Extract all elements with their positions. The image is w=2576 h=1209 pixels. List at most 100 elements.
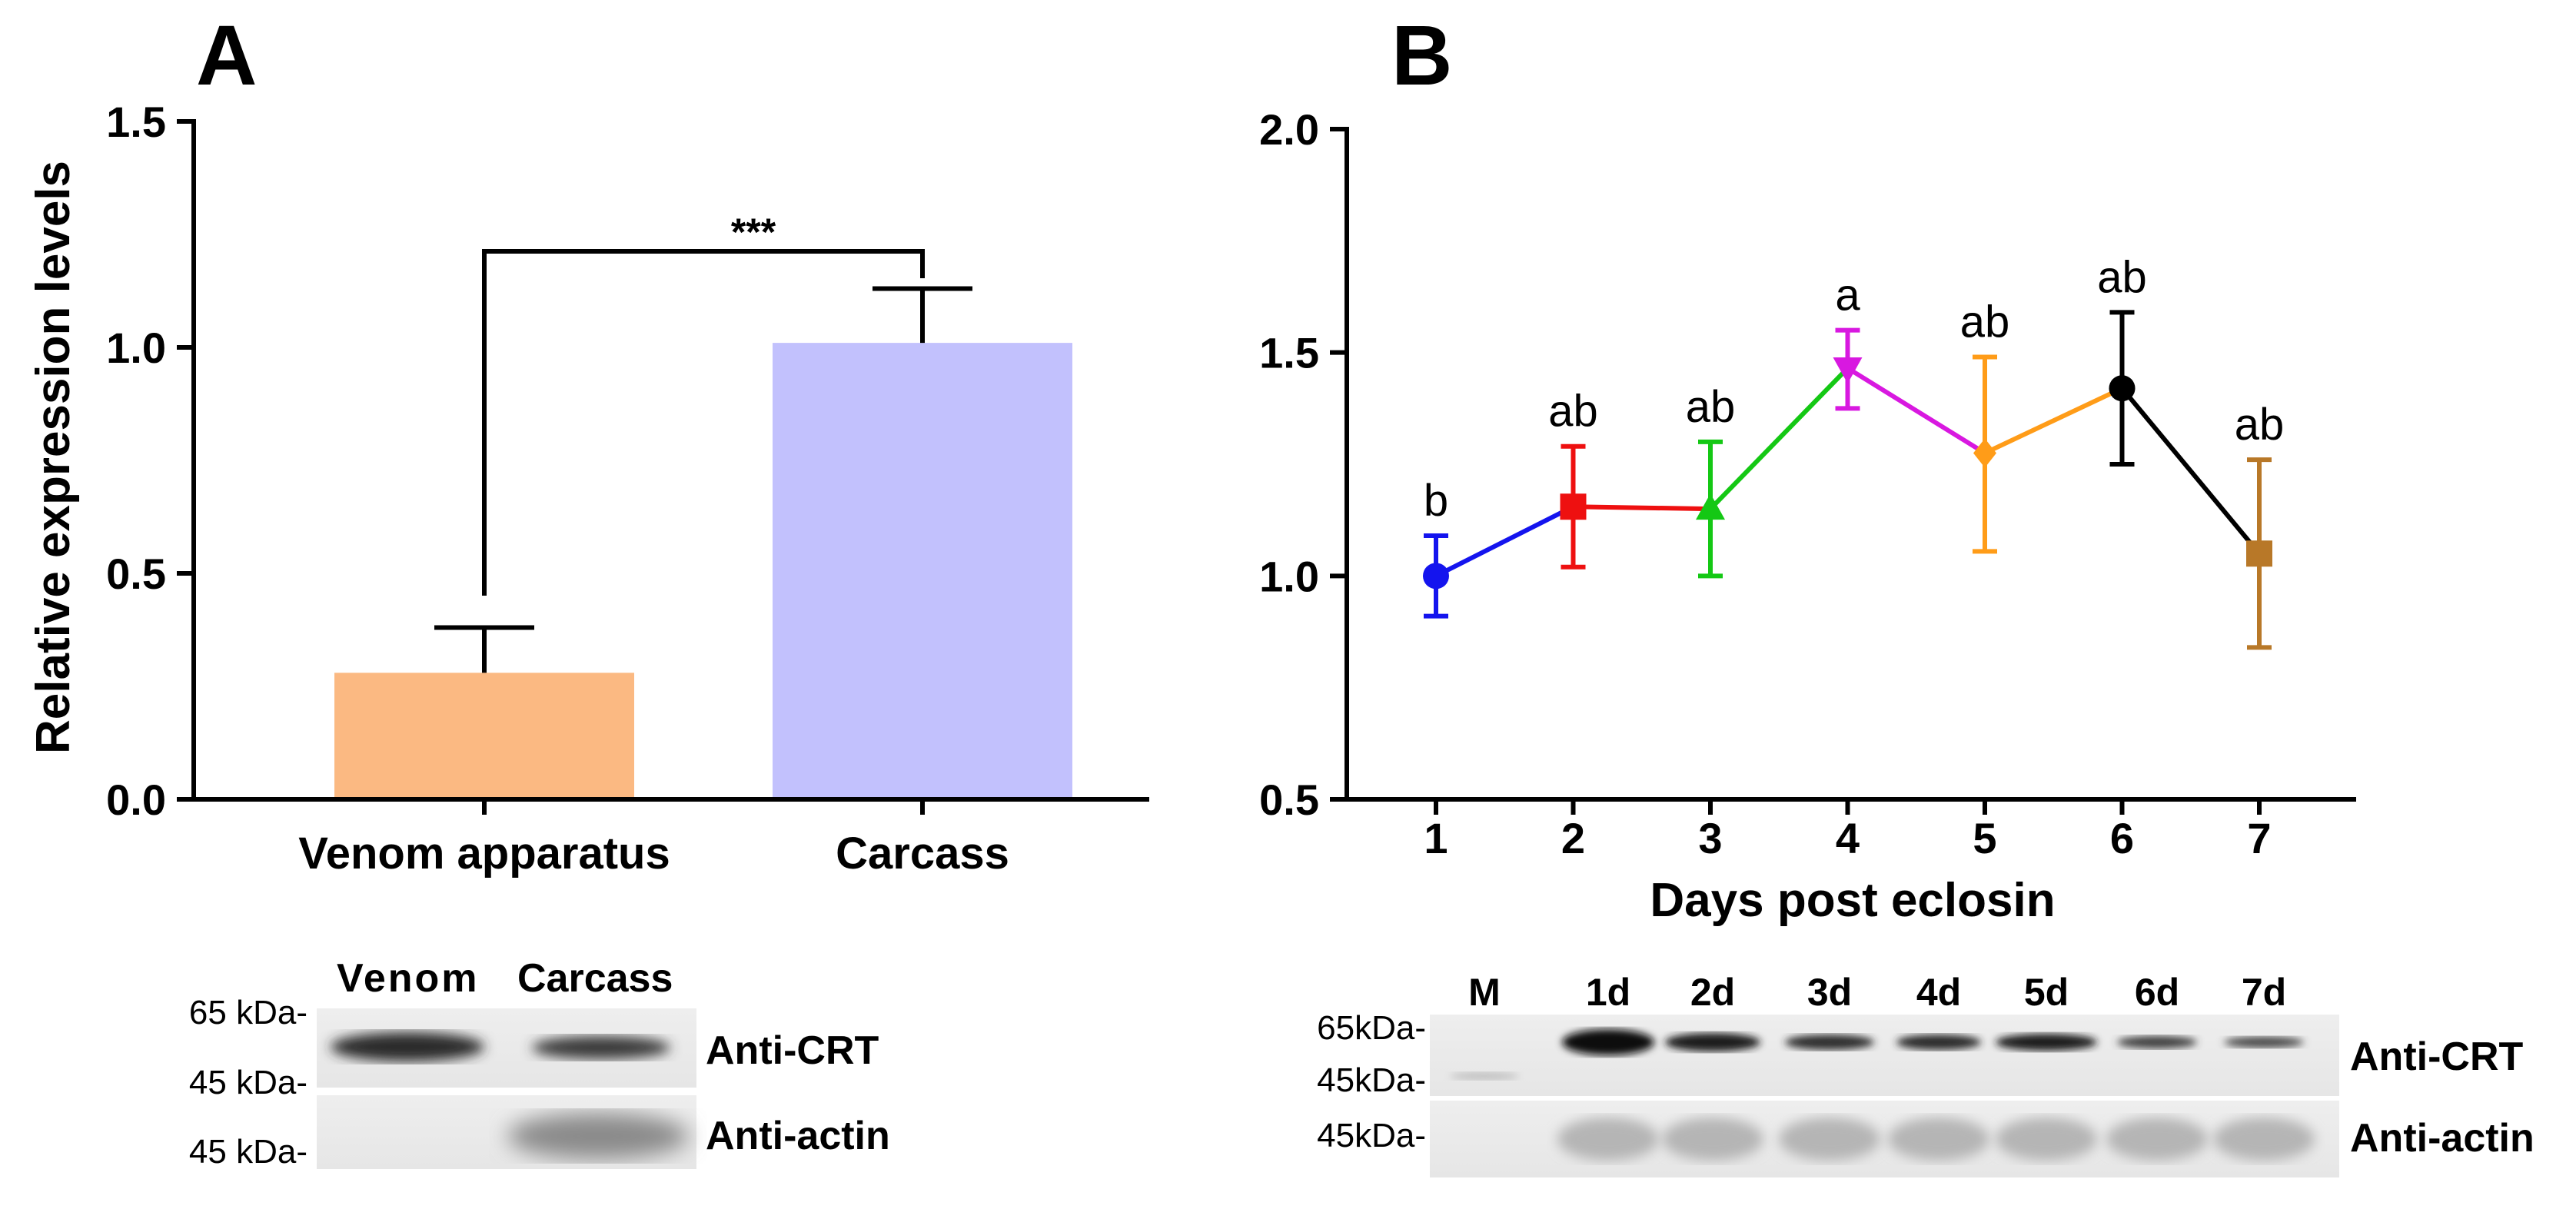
x-tick-label: Venom apparatus	[298, 829, 670, 879]
data-point	[1833, 357, 1863, 384]
panel-b-letters: b ab ab a ab ab ab	[1424, 252, 2284, 526]
blot-b-actin-bands	[1557, 1118, 2315, 1161]
y-tick-label: 1.5	[1259, 329, 1319, 377]
significance-letter: a	[1835, 271, 1860, 321]
blot-b-lane-label: 7d	[2242, 971, 2286, 1014]
line-segment	[1708, 366, 1850, 511]
significance-label: ***	[731, 211, 776, 254]
panel-a-x-tick-labels: Venom apparatus Carcass	[298, 829, 1009, 879]
x-tick-label: 2	[1561, 814, 1585, 862]
blot-b-lane-label: 2d	[1690, 971, 1735, 1014]
blot-b-lane-label: 5d	[2024, 971, 2069, 1014]
panel-a: A Relative expression levels 0.0 0.5 1.0 1.…	[27, 8, 1149, 879]
panel-b-axes	[1345, 127, 2356, 802]
panel-b-series-line	[1434, 366, 2262, 579]
blot-b-crt-band	[1665, 1033, 1760, 1051]
y-tick-label: 1.0	[106, 324, 166, 372]
y-tick-label: 2.0	[1259, 105, 1319, 154]
x-tick-label: 5	[1973, 814, 1996, 862]
x-tick-label: 4	[1836, 814, 1860, 862]
blot-b-crt-band	[1562, 1029, 1654, 1055]
panel-a-y-axis-label: Relative expression levels	[27, 161, 80, 754]
panel-b-error-bars	[1424, 310, 2272, 650]
panel-a-blot: Venom Carcass 65 kDa- 45 kDa- 45 kDa- An…	[189, 956, 890, 1171]
y-tick-label: 1.5	[106, 98, 166, 146]
blot-b-actin-band	[1779, 1118, 1880, 1161]
blot-b-row-label: Anti-CRT	[2350, 1035, 2524, 1079]
blot-b-actin-band	[1662, 1118, 1763, 1161]
data-point	[1973, 438, 1996, 468]
blot-a-crt-band	[532, 1036, 670, 1059]
blot-b-crt-membrane	[1430, 1015, 2339, 1096]
blot-b-crt-band	[2117, 1036, 2197, 1048]
bar	[334, 673, 634, 799]
panel-b-label: B	[1391, 8, 1452, 103]
x-tick-label: 6	[2110, 814, 2134, 862]
significance-letter: ab	[1686, 382, 1736, 432]
significance-letter: ab	[2097, 252, 2147, 302]
blot-b-actin-band	[1557, 1118, 1659, 1161]
blot-b-marker-band	[1450, 1072, 1519, 1080]
significance-letter: ab	[2235, 400, 2285, 450]
blot-a-marker: 45 kDa-	[189, 1133, 307, 1171]
x-tick-label: Carcass	[836, 829, 1009, 879]
blot-b-row-label: Anti-actin	[2350, 1116, 2534, 1161]
panel-b-y-ticks: 0.5 1.0 1.5 2.0	[1259, 105, 1347, 824]
panel-b-blot: M 1d 2d 3d 4d 5d 6d 7d 65kDa- 45kDa- 45kDa- Ant…	[1317, 971, 2534, 1177]
panel-a-label: A	[196, 8, 257, 103]
blot-b-lane-label: 1d	[1586, 971, 1630, 1014]
blot-b-actin-band	[2213, 1118, 2315, 1161]
blot-b-crt-band	[1896, 1035, 1981, 1050]
blot-b-marker: 45kDa-	[1317, 1061, 1426, 1099]
significance-letter: ab	[1960, 297, 2010, 347]
x-tick-label: 1	[1424, 814, 1448, 862]
blot-a-lane-label: Carcass	[517, 956, 673, 1001]
data-point	[2109, 375, 2136, 402]
blot-a-actin-band	[507, 1113, 689, 1159]
panel-b: B 0.5 1.0 1.5 2.0 1 2 3 4 5 6 7 b ab ab a ab ab ab Days…	[1259, 8, 2356, 927]
data-point	[1696, 493, 1725, 520]
blot-b-lane-labels: M 1d 2d 3d 4d 5d 6d 7d	[1468, 971, 2286, 1014]
panel-b-x-axis-label: Days post eclosin	[1650, 874, 2055, 927]
blot-b-lane-label: 3d	[1807, 971, 1852, 1014]
y-tick-label: 0.5	[1259, 776, 1319, 824]
blot-b-lane-label: M	[1468, 971, 1501, 1014]
x-tick-label: 3	[1698, 814, 1722, 862]
blot-b-actin-band	[1996, 1118, 2097, 1161]
line-segment	[1983, 386, 2123, 456]
panel-a-y-ticks: 0.0 0.5 1.0 1.5	[106, 98, 194, 824]
panel-a-bars	[334, 343, 1072, 799]
data-point	[2246, 540, 2272, 567]
data-point	[1560, 493, 1587, 520]
blot-b-crt-band	[1996, 1034, 2097, 1051]
bracket-line	[482, 249, 925, 596]
panel-a-axes	[191, 119, 1149, 815]
blot-b-actin-band	[2106, 1118, 2208, 1161]
blot-a-lane-label: Venom	[337, 956, 480, 1001]
y-tick-label: 0.5	[106, 550, 166, 598]
x-tick-label: 7	[2247, 814, 2271, 862]
data-point	[1423, 563, 1449, 590]
significance-letter: ab	[1548, 387, 1598, 437]
blot-a-row-label: Anti-actin	[706, 1114, 890, 1158]
blot-a-row-label: Anti-CRT	[706, 1028, 879, 1073]
blot-b-crt-band	[1785, 1035, 1874, 1050]
panel-b-x-ticks: 1 2 3 4 5 6 7	[1424, 799, 2272, 862]
bar	[773, 343, 1072, 799]
significance-bracket	[482, 249, 925, 596]
significance-letter: b	[1424, 476, 1448, 526]
blot-b-actin-band	[1888, 1118, 1989, 1161]
line-segment	[1434, 504, 1574, 579]
blot-a-crt-band	[331, 1032, 484, 1061]
blot-b-crt-band	[2224, 1037, 2304, 1048]
blot-a-marker: 45 kDa-	[189, 1064, 307, 1101]
blot-b-crt-bands	[1450, 1029, 2304, 1080]
blot-b-marker: 45kDa-	[1317, 1117, 1426, 1154]
panel-b-points	[1423, 357, 2272, 590]
line-segment	[2120, 387, 2262, 556]
blot-b-lane-label: 6d	[2135, 971, 2179, 1014]
y-tick-label: 1.0	[1259, 552, 1319, 600]
blot-a-marker: 65 kDa-	[189, 994, 307, 1031]
line-segment	[1846, 366, 1986, 456]
